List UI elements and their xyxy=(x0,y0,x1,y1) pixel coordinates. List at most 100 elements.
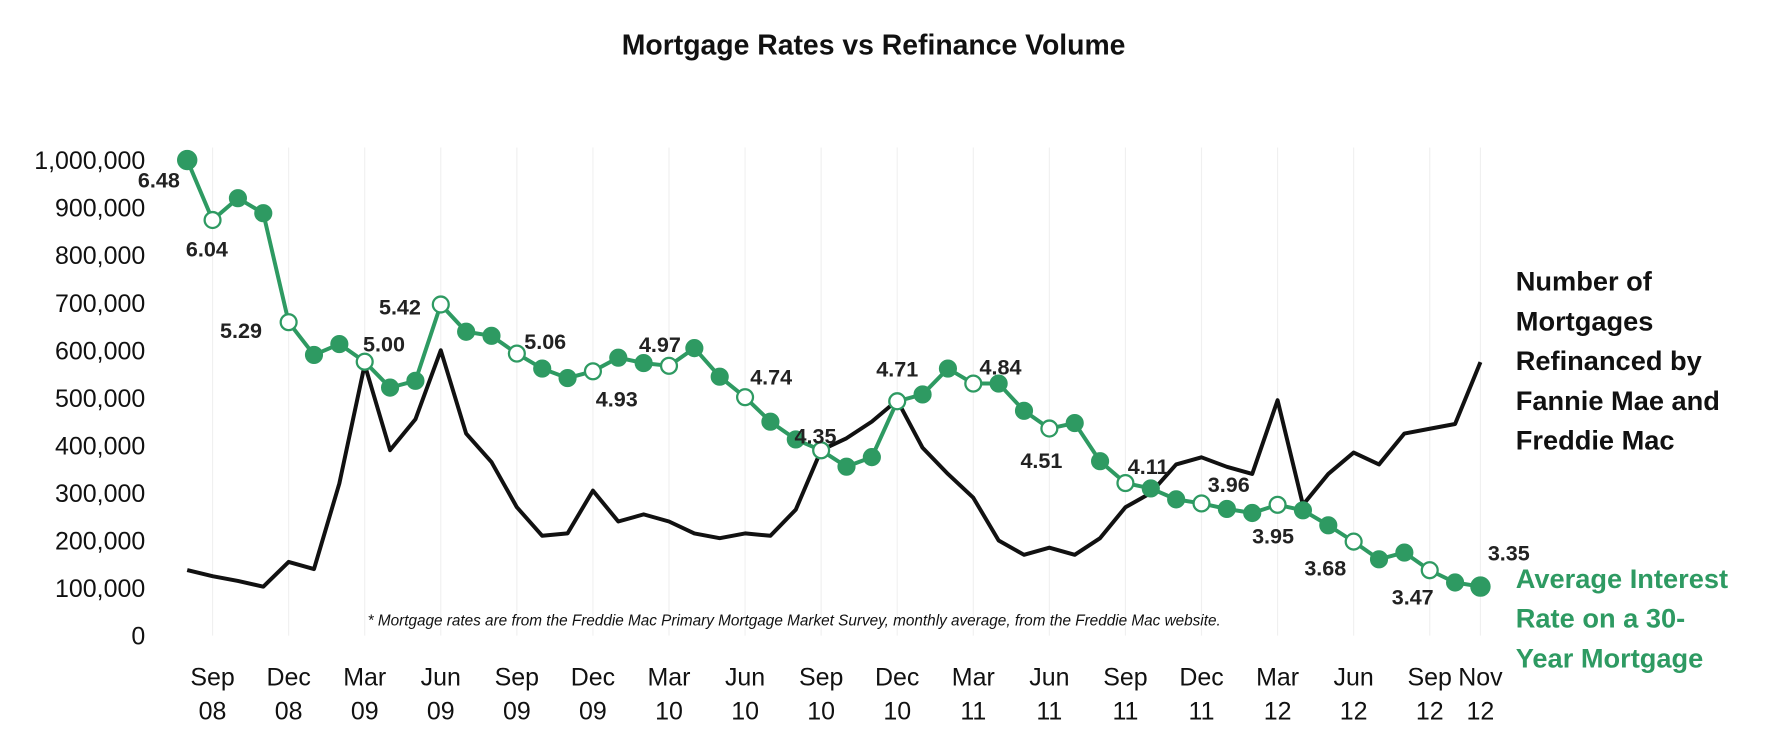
rate-data-label: 3.96 xyxy=(1208,472,1250,497)
interest-rate-point xyxy=(380,378,400,397)
interest-rate-point-hollow xyxy=(964,374,983,393)
x-tick-label: 11 xyxy=(1036,698,1062,726)
x-tick-label: Dec xyxy=(1179,664,1223,692)
x-tick-label: Jun xyxy=(421,664,461,692)
rate-data-label: 4.35 xyxy=(795,424,837,449)
rate-data-label: 4.71 xyxy=(876,356,918,381)
interest-rate-point xyxy=(1446,573,1465,592)
interest-rate-point xyxy=(254,204,273,223)
x-tick-label: Mar xyxy=(1256,664,1299,692)
x-tick-label: Dec xyxy=(571,664,615,692)
interest-rate-point xyxy=(1395,543,1414,562)
rate-data-label: 3.68 xyxy=(1304,556,1346,581)
gridlines xyxy=(211,147,1482,636)
rate-data-label: 3.95 xyxy=(1252,523,1294,548)
x-tick-label: 10 xyxy=(655,698,683,726)
x-tick-label: 11 xyxy=(960,698,986,726)
interest-rate-point xyxy=(330,334,349,354)
interest-rate-point-hollow xyxy=(659,356,679,375)
interest-rate-point xyxy=(609,348,628,367)
interest-rate-point-hollow xyxy=(583,362,603,381)
rate-data-label: 4.74 xyxy=(750,365,792,390)
series-layer xyxy=(176,149,1491,597)
y-tick-label: 1,000,000 xyxy=(34,147,145,175)
x-tick-label: 11 xyxy=(1112,698,1138,726)
y-tick-label: 600,000 xyxy=(55,337,145,365)
y-tick-label: 300,000 xyxy=(55,480,145,508)
interest-rate-point-hollow xyxy=(1420,561,1439,580)
rate-data-label: 3.47 xyxy=(1392,584,1434,609)
x-tick-label: 12 xyxy=(1416,698,1444,726)
legend-refinance-volume: Fannie Mae and xyxy=(1516,385,1720,416)
interest-rate-point xyxy=(176,149,198,171)
interest-rate-point xyxy=(1167,490,1186,509)
interest-rate-point-hollow xyxy=(507,344,526,363)
rate-data-label: 4.84 xyxy=(980,354,1022,379)
y-tick-label: 700,000 xyxy=(55,290,145,318)
x-tick-label: 10 xyxy=(731,698,759,726)
x-tick-label: 10 xyxy=(883,698,911,726)
rate-data-label: 5.00 xyxy=(363,332,405,357)
interest-rate-point xyxy=(761,412,780,431)
legend-refinance-volume: Number of xyxy=(1516,266,1653,297)
y-tick-label: 100,000 xyxy=(55,575,145,603)
rate-data-label: 6.48 xyxy=(138,167,180,192)
interest-rate-point xyxy=(862,448,881,467)
interest-rate-point-hollow xyxy=(1344,532,1363,551)
interest-rate-point xyxy=(837,457,856,476)
interest-rate-point xyxy=(989,374,1008,393)
x-tick-label: Sep xyxy=(799,664,843,692)
refinance-volume-line xyxy=(186,348,1483,589)
rate-data-label: 5.06 xyxy=(524,329,566,354)
y-tick-label: 0 xyxy=(131,623,145,651)
y-axis: 0 100,000 200,000 300,000 400,000 500,000 600,… xyxy=(34,147,145,651)
interest-rate-point-hollow xyxy=(355,352,374,371)
legend: Number of Mortgages Refinanced by Fannie Ma… xyxy=(1516,266,1728,674)
x-tick-label: Nov xyxy=(1458,664,1503,692)
x-tick-label: Jun xyxy=(725,664,765,692)
x-tick-label: Mar xyxy=(648,664,691,692)
x-tick-label: 12 xyxy=(1264,698,1292,726)
x-tick-label: 10 xyxy=(807,698,835,726)
data-labels: 6.48 6.04 5.29 5.00 5.42 5.06 4.93 4.97 4.74 4.35… xyxy=(138,167,1530,609)
interest-rate-point xyxy=(482,326,501,345)
x-tick-label: Sep xyxy=(190,664,234,692)
x-tick-label: Sep xyxy=(1103,664,1147,692)
interest-rate-line xyxy=(185,159,1481,589)
legend-interest-rate: Rate on a 30- xyxy=(1516,603,1685,634)
interest-rate-point-hollow xyxy=(1040,419,1059,438)
interest-rate-point-hollow xyxy=(888,392,907,411)
interest-rate-point xyxy=(710,367,729,386)
x-tick-label: 08 xyxy=(275,698,303,726)
rate-data-label: 4.93 xyxy=(596,386,638,411)
interest-rate-point xyxy=(1319,516,1338,535)
x-tick-label: 09 xyxy=(427,698,455,726)
x-tick-label: Jun xyxy=(1334,664,1374,692)
interest-rate-point-hollow xyxy=(431,295,450,314)
interest-rate-point xyxy=(1141,479,1160,498)
y-tick-label: 200,000 xyxy=(55,528,145,556)
legend-refinance-volume: Freddie Mac xyxy=(1516,424,1675,455)
interest-rate-point xyxy=(228,189,247,208)
x-tick-label: 12 xyxy=(1340,698,1368,726)
rate-data-label: 5.29 xyxy=(220,318,262,343)
x-tick-label: 12 xyxy=(1467,698,1495,726)
rate-data-label: 4.51 xyxy=(1020,448,1062,473)
interest-rate-point xyxy=(1065,413,1084,433)
x-tick-label: 09 xyxy=(503,698,531,726)
rate-data-label: 4.11 xyxy=(1128,454,1169,479)
x-tick-label: Mar xyxy=(952,664,995,692)
x-tick-label: Jun xyxy=(1029,664,1069,692)
interest-rate-point-hollow xyxy=(279,313,298,332)
interest-rate-point xyxy=(1293,501,1313,520)
interest-rate-point xyxy=(1090,452,1110,471)
interest-rate-point-hollow xyxy=(1116,473,1135,493)
interest-rate-point-hollow xyxy=(1192,494,1211,513)
rate-data-label: 3.35 xyxy=(1488,540,1530,565)
interest-rate-point-hollow xyxy=(812,441,831,460)
rate-data-label: 4.97 xyxy=(639,332,681,357)
x-tick-label: Dec xyxy=(875,664,919,692)
interest-rate-point xyxy=(634,354,653,373)
chart-title: Mortgage Rates vs Refinance Volume xyxy=(622,29,1126,61)
